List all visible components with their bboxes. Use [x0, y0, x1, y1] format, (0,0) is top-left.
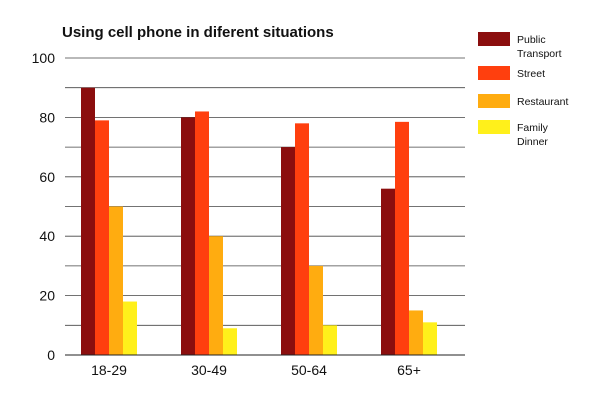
bar-65+-family-dinner	[423, 322, 437, 355]
x-tick-label: 30-49	[191, 362, 227, 378]
chart-title: Using cell phone in diferent situations	[62, 24, 334, 41]
bar-18-29-family-dinner	[123, 301, 137, 355]
legend: Public Transport Street Restaurant Family Din…	[478, 32, 568, 148]
y-axis-ticks: 0 20 40 60 80 100	[32, 50, 56, 363]
bar-18-29-public-transport	[81, 87, 95, 355]
bar-18-29-street	[95, 120, 109, 356]
gridlines	[65, 57, 465, 326]
x-tick-label: 18-29	[91, 362, 127, 378]
bar-18-29-restaurant	[109, 206, 123, 355]
bar-30-49-public-transport	[181, 117, 195, 356]
legend-swatch	[478, 32, 510, 46]
y-tick-label: 100	[32, 50, 56, 66]
y-tick-label: 0	[47, 347, 55, 363]
y-tick-label: 40	[39, 228, 55, 244]
legend-label: Public Transport	[517, 34, 562, 60]
bar-30-49-restaurant	[209, 236, 223, 355]
bar-50-64-restaurant	[309, 265, 323, 355]
legend-swatch	[478, 66, 510, 80]
bar-30-49-street	[195, 111, 209, 356]
legend-label: Restaurant	[517, 96, 568, 108]
legend-label: Family Dinner	[517, 122, 549, 148]
y-tick-label: 60	[39, 169, 55, 185]
legend-swatch	[478, 120, 510, 134]
bar-50-64-street	[295, 123, 309, 355]
legend-label: Street	[517, 68, 545, 80]
x-axis-ticks: 18-29 30-49 50-64 65+	[91, 362, 421, 378]
bar-65+-street	[395, 121, 409, 355]
x-tick-label: 65+	[397, 362, 421, 378]
bar-50-64-public-transport	[281, 147, 295, 355]
x-tick-label: 50-64	[291, 362, 327, 378]
bar-65+-restaurant	[409, 310, 423, 355]
bars	[81, 87, 437, 356]
bar-65+-public-transport	[381, 188, 395, 355]
y-tick-label: 80	[39, 109, 55, 125]
legend-swatch	[478, 94, 510, 108]
y-tick-label: 20	[39, 288, 55, 304]
bar-30-49-family-dinner	[223, 328, 237, 355]
bar-50-64-family-dinner	[323, 325, 337, 355]
